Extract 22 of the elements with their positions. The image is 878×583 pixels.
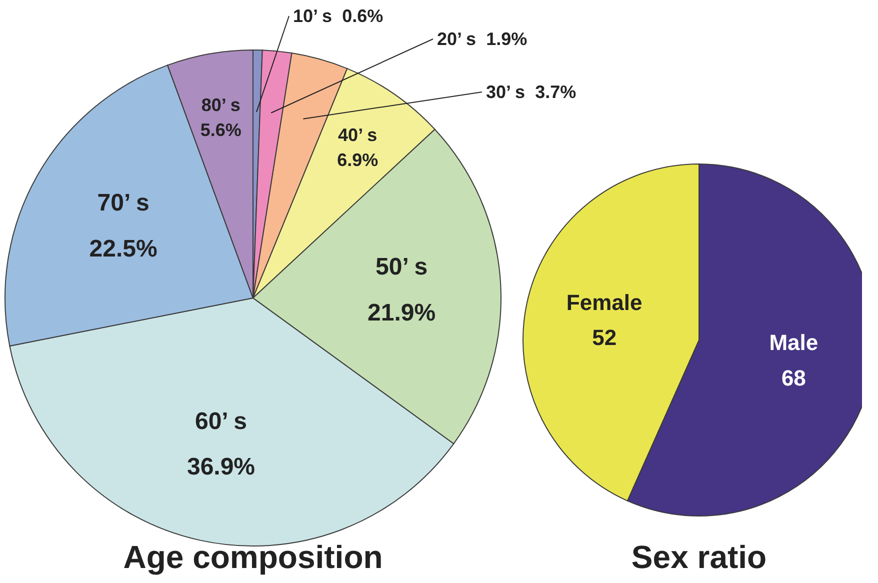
slice-label: 30’ s	[486, 82, 526, 102]
data-label: 0.6%	[342, 6, 384, 26]
data-label: 1.9%	[486, 29, 528, 49]
slice-label: 50’ s	[376, 254, 428, 281]
slice-label: 20’ s	[437, 29, 476, 49]
slice-label: Female	[566, 290, 642, 315]
slice-label: Male	[769, 330, 818, 356]
data-label: 68	[781, 365, 806, 390]
text: Age composition	[123, 539, 383, 575]
data-label: 6.9%	[337, 150, 378, 170]
slice-label: 10’ s	[293, 6, 332, 26]
data-label: 36.9%	[186, 454, 256, 481]
data-label: 21.9%	[368, 299, 436, 326]
slice-label: 60’ s	[194, 408, 248, 435]
slice-label: 70’ s	[97, 190, 150, 217]
data-label: 52	[592, 325, 617, 350]
text: Sex ratio	[631, 539, 767, 575]
data-label: 22.5%	[89, 235, 158, 262]
slice-label: 80’ s	[201, 95, 240, 116]
slice-label: 40’ s	[338, 124, 378, 145]
data-label: 5.6%	[200, 120, 242, 140]
data-label: 3.7%	[535, 82, 576, 102]
